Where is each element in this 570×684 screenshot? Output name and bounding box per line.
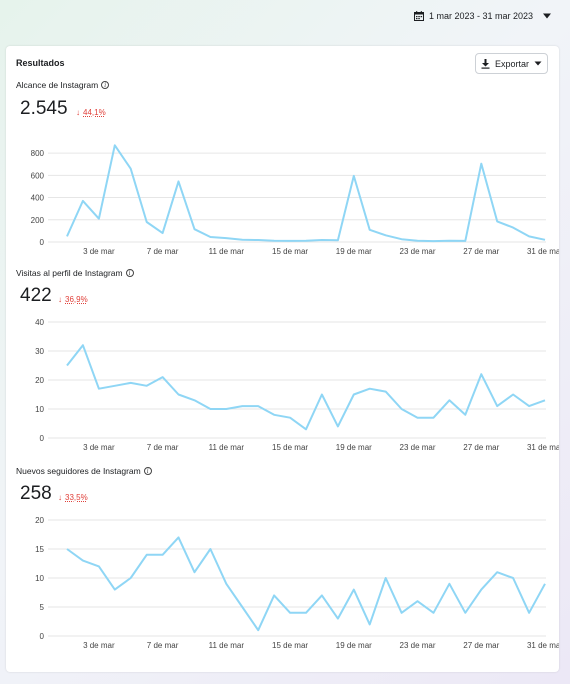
- date-range-picker[interactable]: 1 mar 2023 - 31 mar 2023: [413, 8, 552, 24]
- x-tick-label: 23 de mar: [400, 641, 436, 648]
- x-tick-label: 19 de mar: [336, 641, 372, 648]
- x-tick-label: 7 de mar: [147, 641, 179, 648]
- x-tick-label: 23 de mar: [400, 443, 436, 450]
- y-tick-label: 0: [40, 238, 45, 247]
- y-tick-label: 5: [40, 603, 45, 612]
- metric-change: ↓ 33,5%: [58, 493, 88, 502]
- x-tick-label: 23 de mar: [400, 247, 436, 256]
- results-panel: Resultados Exportar Alcance de Instagram…: [6, 46, 559, 672]
- x-tick-label: 19 de mar: [336, 443, 372, 450]
- metric-total: 258: [20, 483, 52, 504]
- x-tick-label: 27 de mar: [463, 443, 499, 450]
- metric-change: ↓ 44,1%: [76, 108, 106, 117]
- y-tick-label: 30: [35, 347, 44, 356]
- metric-label: Alcance de Instagram i: [16, 80, 110, 90]
- series-line: [66, 144, 546, 243]
- x-tick-label: 11 de mar: [209, 641, 245, 648]
- y-tick-label: 15: [35, 545, 44, 554]
- y-tick-label: 0: [40, 632, 45, 641]
- metric-change: ↓ 36,9%: [58, 295, 88, 304]
- y-tick-label: 20: [35, 516, 44, 525]
- y-tick-label: 800: [31, 149, 45, 158]
- info-icon[interactable]: i: [143, 467, 152, 475]
- x-tick-label: 31 de mar: [527, 247, 559, 256]
- info-icon[interactable]: i: [101, 81, 110, 89]
- caret-down-icon: [543, 13, 551, 19]
- panel-title: Resultados: [16, 58, 65, 68]
- calendar-icon: [413, 11, 424, 21]
- metric-label: Nuevos seguidores de Instagram i: [16, 466, 152, 476]
- metric-total: 2.545: [20, 98, 68, 119]
- x-tick-label: 31 de mar: [527, 641, 559, 648]
- chart-profile-visits: 0 10 20 30 40 3 de mar 7 de mar 11 de mar 15 de …: [35, 318, 559, 450]
- y-tick-label: 600: [31, 171, 45, 180]
- export-label: Exportar: [494, 58, 529, 69]
- x-tick-label: 3 de mar: [83, 641, 115, 648]
- metric-title: Visitas al perfil de Instagram: [16, 268, 123, 278]
- date-range-label: 1 mar 2023 - 31 mar 2023: [428, 11, 533, 21]
- x-tick-label: 15 de mar: [272, 641, 308, 648]
- arrow-down-icon: ↓: [58, 493, 62, 502]
- export-button[interactable]: Exportar: [475, 53, 548, 74]
- series-line: [66, 536, 546, 632]
- chart-reach: 0 200 400 600 800 3 de mar 7 de mar 11 de mar 15…: [31, 144, 559, 256]
- y-tick-label: 0: [40, 434, 45, 443]
- x-tick-label: 7 de mar: [147, 247, 179, 256]
- metric-change-value: 36,9%: [65, 295, 88, 304]
- arrow-down-icon: ↓: [58, 295, 62, 304]
- y-tick-label: 40: [35, 318, 44, 327]
- info-icon[interactable]: i: [125, 269, 134, 277]
- x-tick-label: 15 de mar: [272, 443, 308, 450]
- x-tick-label: 19 de mar: [336, 247, 372, 256]
- x-tick-label: 15 de mar: [272, 247, 308, 256]
- x-tick-label: 3 de mar: [83, 247, 115, 256]
- arrow-down-icon: ↓: [76, 108, 80, 117]
- x-tick-label: 27 de mar: [463, 641, 499, 648]
- chart-new-followers: 0 5 10 15 20 3 de mar 7 de mar 11 de mar 15 de m…: [35, 516, 559, 648]
- metric-title: Nuevos seguidores de Instagram: [16, 466, 141, 476]
- y-tick-label: 20: [35, 376, 44, 385]
- metric-label: Visitas al perfil de Instagram i: [16, 268, 134, 278]
- x-tick-label: 27 de mar: [463, 247, 499, 256]
- series-line: [66, 344, 546, 431]
- metric-total: 422: [20, 285, 52, 306]
- y-tick-label: 10: [35, 405, 44, 414]
- x-tick-label: 31 de mar: [527, 443, 559, 450]
- metric-change-value: 33,5%: [65, 493, 88, 502]
- x-tick-label: 3 de mar: [83, 443, 115, 450]
- y-tick-label: 400: [31, 194, 45, 203]
- x-tick-label: 7 de mar: [147, 443, 179, 450]
- metric-change-value: 44,1%: [83, 108, 106, 117]
- y-tick-label: 200: [31, 216, 45, 225]
- x-tick-label: 11 de mar: [209, 247, 245, 256]
- y-tick-label: 10: [35, 574, 44, 583]
- x-tick-label: 11 de mar: [209, 443, 245, 450]
- caret-down-icon: [534, 61, 542, 66]
- metric-title: Alcance de Instagram: [16, 80, 99, 90]
- download-icon: [481, 58, 490, 69]
